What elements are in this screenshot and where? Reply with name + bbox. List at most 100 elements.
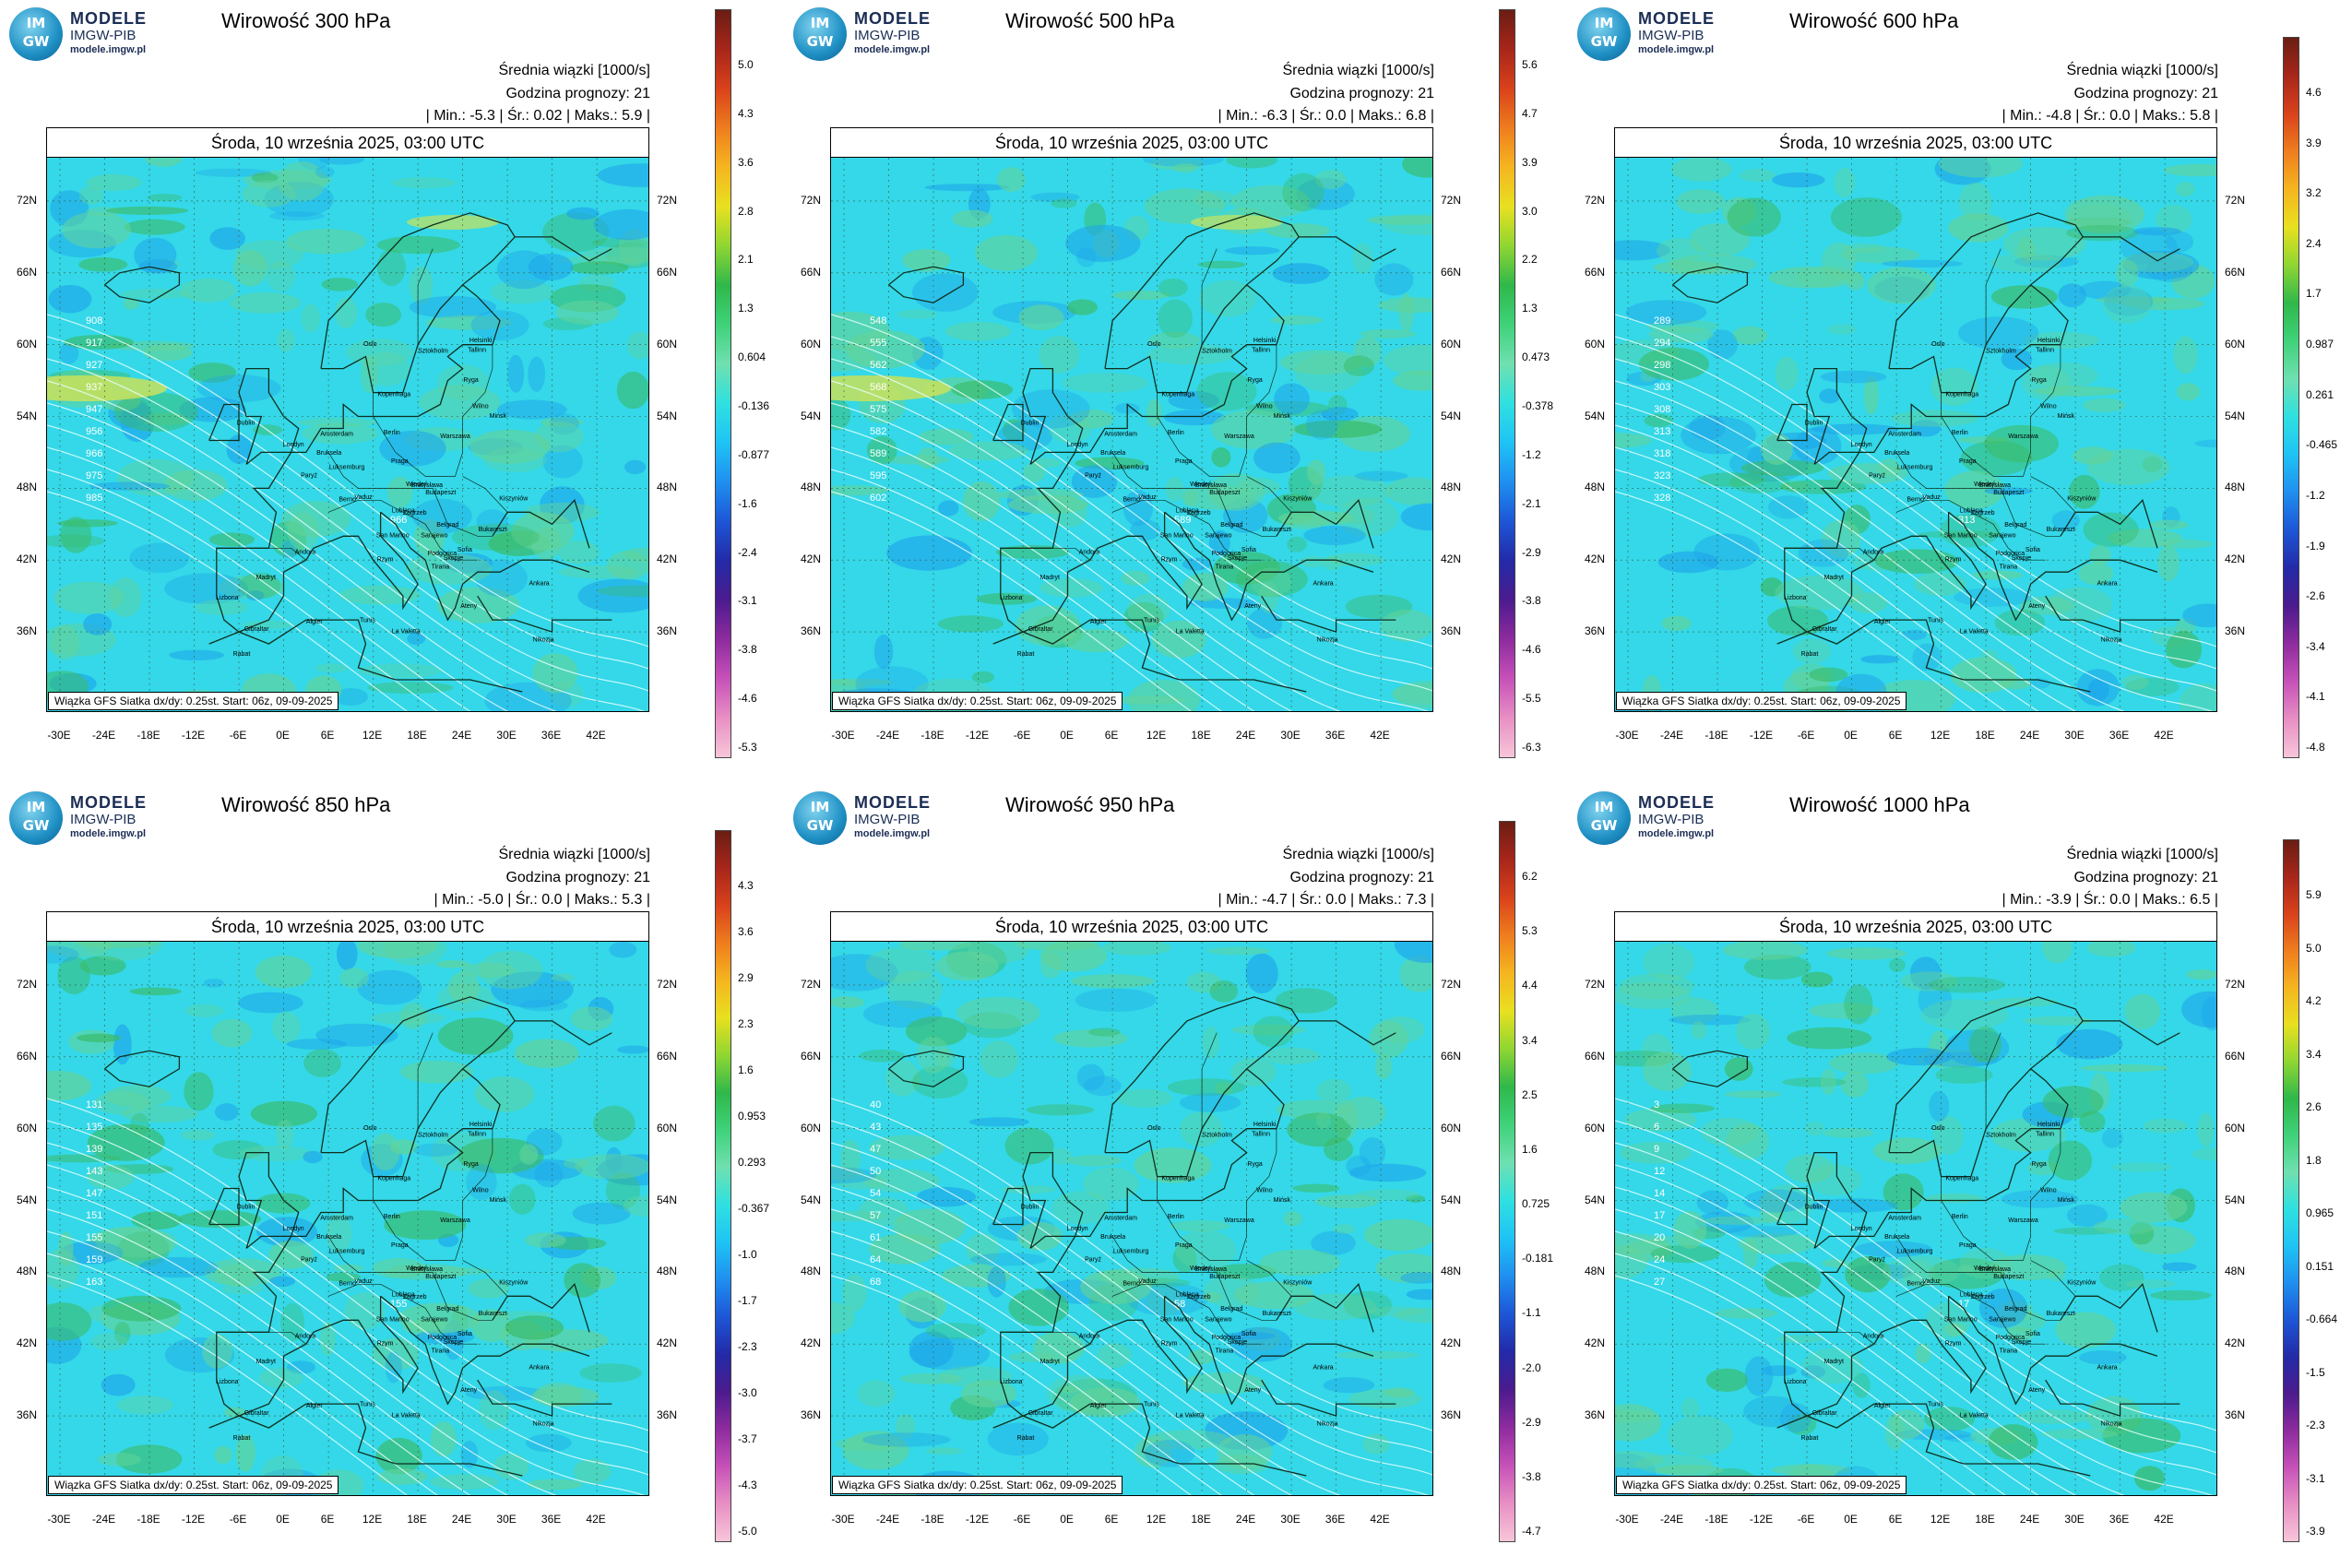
city-label: Ryga: [2031, 377, 2046, 384]
city-label: Bruksela: [316, 450, 341, 457]
colorbar-tick-label: -4.8: [2306, 741, 2325, 754]
lon-label: 0E: [276, 729, 290, 742]
city-label: Kopenhaga: [1161, 1176, 1194, 1182]
city-label: Paryż: [301, 473, 317, 480]
city-label: Berno: [1907, 497, 1924, 504]
city-label: Andora: [1863, 550, 1884, 556]
city-label: Dublin: [237, 421, 255, 427]
lon-label: 30E: [2064, 1513, 2085, 1526]
colorbar-tick-label: -1.2: [2306, 489, 2325, 502]
city-label: Luksemburg: [329, 465, 365, 471]
lat-label-right: 60N: [657, 1121, 678, 1134]
contour-label: 17: [1958, 1299, 1969, 1310]
badge-text-bottom: GW: [22, 817, 50, 834]
lon-label: -6E: [1013, 729, 1031, 742]
contour-label: 27: [1654, 1277, 1665, 1288]
ensemble-mean-label: Średnia wiązki [1000/s]: [1282, 63, 1434, 78]
lat-label-right: 42N: [1441, 1336, 1462, 1350]
contour-label: 24: [1654, 1254, 1665, 1265]
colorbar-tick-label: 2.4: [2306, 237, 2322, 250]
lon-label: 18E: [1191, 1513, 1211, 1526]
city-label: Ryga: [1247, 377, 1262, 384]
stats-line: | Min.: -5.3 | Śr.: 0.02 | Maks.: 5.9 |: [425, 108, 650, 124]
imgw-badge-icon: IM GW: [793, 7, 847, 61]
valid-date: Środa, 10 września 2025, 03:00 UTC: [46, 127, 649, 158]
city-label: Kiszyniów: [499, 1279, 529, 1286]
city-label: Bruksela: [1100, 450, 1125, 457]
map-canvas: 40 43 47 50 54 57 61 64 68 58 Oslo Sztokholm Helsink…: [831, 942, 1432, 1495]
city-label: Helsinki: [2037, 1122, 2061, 1128]
logo-line3: modele.imgw.pl: [70, 44, 147, 55]
city-label: Paryż: [301, 1257, 317, 1264]
city-label: Mińsk: [490, 413, 507, 420]
model-footer: Wiązka GFS Siatka dx/dy: 0.25st. Start: …: [48, 1476, 339, 1494]
contour-label: 985: [86, 493, 102, 504]
imgw-logo: IM GW MODELE IMGW-PIB modele.imgw.pl: [9, 791, 166, 845]
lat-label-left: 66N: [801, 265, 822, 279]
colorbar-tick-label: 3.4: [2306, 1048, 2322, 1061]
badge-text-top: IM: [26, 15, 46, 31]
city-label: Skopje: [1228, 555, 1248, 562]
city-label: Tallinn: [468, 347, 486, 353]
contour-label: 917: [86, 338, 102, 349]
lat-label-left: 54N: [801, 409, 822, 422]
city-label: Kopenhaga: [1161, 392, 1194, 398]
lon-label: -30E: [831, 1513, 855, 1526]
city-label: Zagrzeb: [403, 510, 427, 517]
lon-label: -12E: [965, 1513, 990, 1526]
lon-label: 12E: [1930, 1513, 1951, 1526]
contour-label: 937: [86, 382, 102, 393]
city-label: Kiszyniów: [2067, 495, 2097, 502]
lat-label-left: 42N: [801, 552, 822, 566]
forecast-hour-label: Godzina prognozy: 21: [505, 86, 650, 101]
lat-label-left: 48N: [17, 1265, 38, 1278]
lat-label-left: 72N: [1585, 977, 1606, 991]
city-label: Dublin: [1805, 1205, 1823, 1211]
lon-label: 18E: [1975, 1513, 1995, 1526]
city-label: Tallinn: [1252, 347, 1270, 353]
colorbar-tick-label: -0.367: [738, 1202, 770, 1215]
contour-label: 47: [870, 1144, 881, 1155]
lon-label: -24E: [875, 729, 900, 742]
city-label: Kopenhaga: [377, 392, 410, 398]
colorbar-tick-label: 5.6: [1522, 58, 1538, 71]
stats-line: | Min.: -3.9 | Śr.: 0.0 | Maks.: 6.5 |: [2002, 892, 2218, 908]
colorbar-tick-label: 0.473: [1522, 350, 1550, 363]
lon-label: 42E: [586, 729, 606, 742]
city-label: Tirana: [1216, 564, 1234, 570]
colorbar-tick-label: 5.0: [738, 58, 754, 71]
lon-label: 24E: [1235, 729, 1256, 742]
city-label: Vaduz: [1922, 1278, 1941, 1285]
city-label: Tunis: [1928, 618, 1943, 624]
city-label: Oslo: [1147, 1125, 1161, 1132]
colorbar-tick-label: -1.6: [738, 497, 757, 510]
city-label: Rabat: [1017, 1435, 1035, 1442]
city-label: Budapeszt: [1209, 1274, 1240, 1280]
contour-label: 57: [870, 1210, 881, 1221]
model-footer: Wiązka GFS Siatka dx/dy: 0.25st. Start: …: [48, 692, 339, 710]
city-label: Lublana: [1960, 1291, 1983, 1298]
map-panel: IM GW MODELE IMGW-PIB modele.imgw.pl Wirowość…: [1568, 784, 2352, 1568]
imgw-badge-icon: IM GW: [1577, 7, 1631, 61]
lat-label-right: 42N: [657, 1336, 678, 1350]
lon-label: -18E: [137, 1513, 160, 1526]
city-label: Tirana: [432, 1348, 450, 1354]
colorbar-tick-label: -3.8: [738, 643, 757, 656]
city-label: Nikozja: [1317, 1421, 1338, 1428]
lon-label: -6E: [1013, 1513, 1031, 1526]
logo-line2: IMGW-PIB: [70, 28, 137, 43]
city-label: Rabat: [233, 651, 251, 658]
city-label: Sztokholm: [1202, 1133, 1232, 1139]
colorbar-tick-label: 2.1: [738, 253, 754, 266]
colorbar-tick-label: -4.6: [1522, 643, 1541, 656]
contour-label: 318: [1654, 448, 1670, 459]
colorbar-tick-label: -1.2: [1522, 448, 1541, 461]
city-label: Tunis: [1144, 1402, 1159, 1408]
lat-label-right: 36N: [2225, 624, 2246, 638]
city-label: Bukareszt: [479, 527, 507, 533]
city-label: Kiszyniów: [1283, 1279, 1313, 1286]
lat-label-right: 48N: [2225, 1265, 2246, 1278]
city-label: Wiedeń: [406, 481, 428, 488]
lon-label: -18E: [1705, 1513, 1728, 1526]
vorticity-map: 40 43 47 50 54 57 61 64 68 58 Oslo Sztokholm Helsink…: [830, 941, 1433, 1496]
